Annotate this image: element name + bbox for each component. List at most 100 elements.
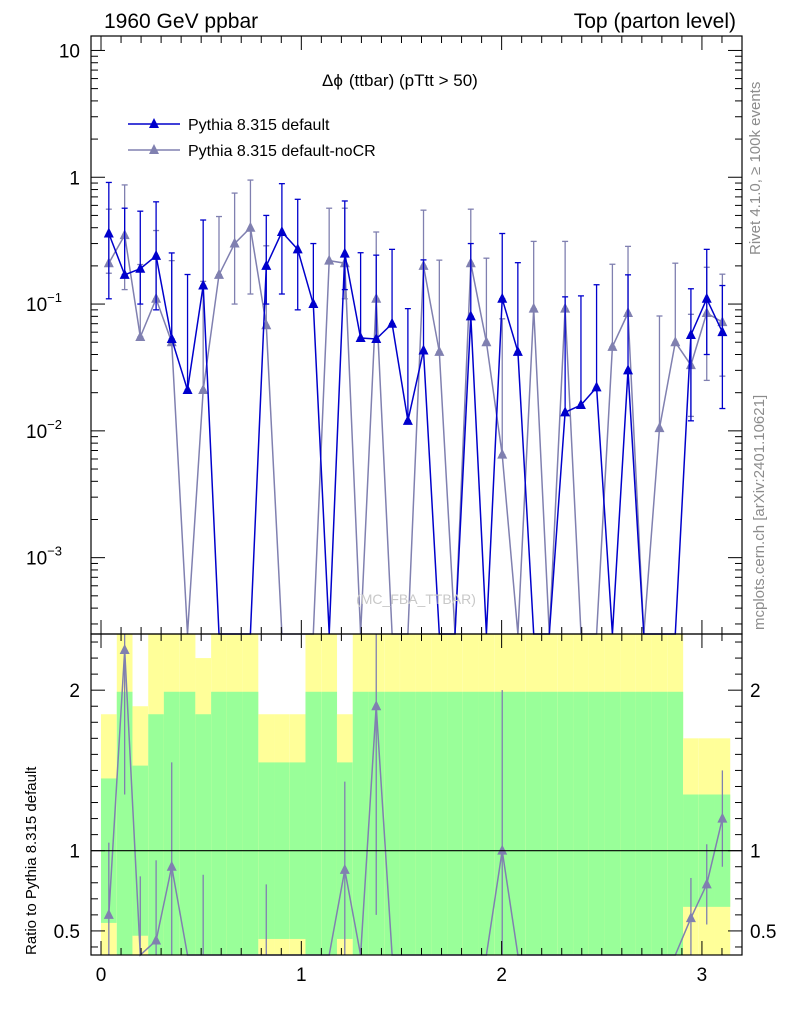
- header-left: 1960 GeV ppbar: [104, 10, 258, 33]
- data-point-1: [371, 333, 382, 344]
- data-point-2: [213, 268, 224, 279]
- data-point-2: [607, 340, 618, 351]
- data-point-1: [166, 333, 177, 344]
- band-green: [352, 691, 369, 955]
- legend-marker-2: [149, 144, 159, 154]
- ratio-point: [151, 934, 162, 945]
- ratio-point: [717, 812, 728, 823]
- ratio-point: [685, 912, 696, 923]
- y-tick-label: 10: [59, 41, 80, 62]
- y-tick-label: 10−3: [26, 544, 62, 570]
- band-green: [242, 691, 259, 955]
- data-point-2: [324, 254, 335, 265]
- band-green: [321, 691, 338, 955]
- chart-title: Δϕ (ttbar) (pTtt > 50): [322, 71, 478, 90]
- y-tick-label: 10−2: [26, 417, 62, 443]
- band-green: [195, 714, 212, 955]
- data-point-1: [402, 414, 413, 425]
- header-right: Top (parton level): [574, 10, 736, 33]
- data-point-1: [575, 398, 586, 409]
- rivet-label: Rivet 4.1.0, ≥ 100k events: [747, 82, 764, 255]
- watermark: (MC_FBA_TTBAR): [356, 591, 476, 607]
- ratio-ylabel: Ratio to Pythia 8.315 default: [23, 766, 40, 955]
- band-green: [462, 691, 479, 955]
- band-green: [148, 714, 164, 955]
- data-point-1: [560, 406, 571, 417]
- data-point-1: [292, 243, 303, 254]
- data-point-1: [276, 226, 287, 237]
- data-point-1: [717, 326, 728, 337]
- ratio-y-tick-label: 0.5: [54, 922, 80, 943]
- band-green: [179, 691, 196, 955]
- data-point-1: [103, 227, 114, 238]
- ratio-point: [497, 844, 508, 855]
- data-point-1: [591, 381, 602, 392]
- ratio-point: [103, 908, 114, 919]
- band-green: [415, 691, 432, 955]
- data-point-1: [198, 279, 209, 290]
- band-green: [226, 691, 243, 955]
- band-green: [384, 691, 400, 955]
- band-green: [211, 691, 227, 955]
- x-tick-label: 1: [296, 965, 307, 986]
- data-point-1: [701, 292, 712, 303]
- ratio-point: [119, 644, 130, 655]
- ratio-y-tick-label-right: 2: [750, 681, 761, 702]
- band-green: [305, 691, 322, 955]
- data-point-2: [670, 336, 681, 347]
- band-green: [557, 691, 573, 955]
- y-tick-exponent: −3: [47, 544, 62, 559]
- data-point-2: [245, 221, 256, 232]
- ratio-y-tick-label: 1: [69, 842, 80, 863]
- band-green: [604, 691, 621, 955]
- y-tick-exponent: −1: [47, 290, 62, 305]
- data-point-2: [198, 383, 209, 394]
- data-point-1: [151, 249, 162, 260]
- data-point-1: [465, 310, 476, 321]
- x-tick-label: 2: [496, 965, 507, 986]
- axis-ticks: 10 1 10−1 10−2 10−3 0 1 2 3 0.5 0.5 1 1 2 2: [26, 36, 776, 986]
- y-tick-exponent: −2: [47, 417, 62, 432]
- legend-label-2: Pythia 8.315 default-noCR: [188, 143, 376, 160]
- plot-frames: [90, 35, 743, 956]
- legend-marker-1: [149, 118, 159, 128]
- data-point-1: [418, 344, 429, 355]
- data-point-1: [308, 298, 319, 309]
- ratio-frame: [90, 633, 743, 956]
- band-green: [651, 691, 668, 955]
- data-point-1: [261, 259, 272, 270]
- data-point-1: [512, 345, 523, 356]
- data-point-2: [654, 422, 665, 433]
- series-line-1: [108, 230, 724, 635]
- band-green: [635, 691, 652, 955]
- ratio-point: [371, 700, 382, 711]
- chart-title-text: (ttbar) (pTtt > 50): [349, 71, 478, 90]
- data-point-2: [261, 319, 272, 330]
- ratio-y-tick-label-right: 0.5: [750, 922, 776, 943]
- band-green: [667, 691, 684, 955]
- data-point-1: [497, 292, 508, 303]
- band-green: [447, 691, 463, 955]
- band-green: [509, 691, 526, 955]
- legend: Pythia 8.315 default Pythia 8.315 defaul…: [128, 117, 376, 160]
- y-tick-label: 1: [69, 168, 80, 189]
- ratio-point: [166, 860, 177, 871]
- band-green: [573, 691, 589, 955]
- band-green: [431, 691, 448, 955]
- data-point-2: [135, 330, 146, 341]
- data-point-2: [528, 302, 539, 313]
- data-point-2: [497, 448, 508, 459]
- ratio-point: [701, 878, 712, 889]
- data-point-1: [623, 364, 634, 375]
- band-green: [478, 691, 495, 955]
- main-series: [103, 179, 728, 635]
- band-green: [400, 691, 416, 955]
- ratio-y-tick-label-right: 1: [750, 842, 761, 863]
- data-point-1: [182, 383, 193, 394]
- band-green: [541, 691, 558, 955]
- data-point-1: [355, 331, 366, 342]
- data-point-2: [481, 336, 492, 347]
- ratio-point: [339, 863, 350, 874]
- data-point-1: [119, 268, 130, 279]
